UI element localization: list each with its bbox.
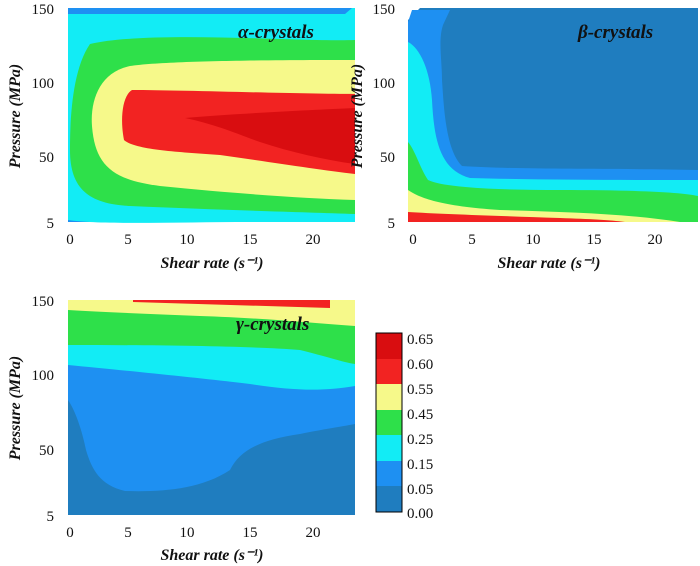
- gamma-region-c5: [133, 300, 330, 308]
- beta-region-c3: [408, 142, 698, 222]
- alpha-x-tick: 5: [124, 232, 132, 248]
- legend-level-label: 0.00: [407, 506, 433, 522]
- beta-region-c5: [408, 212, 625, 222]
- legend-level-label: 0.65: [407, 332, 433, 348]
- beta-x-axis-label: Shear rate (s⁻¹): [497, 255, 600, 272]
- gamma-x-axis-label: Shear rate (s⁻¹): [160, 547, 263, 564]
- gamma-y-tick: 150: [32, 294, 55, 310]
- legend-swatch: [376, 384, 402, 410]
- alpha-panel-title: α-crystals: [238, 22, 314, 43]
- alpha-y-tick: 100: [32, 76, 55, 92]
- gamma-x-tick: 20: [306, 525, 321, 541]
- legend-level-label: 0.05: [407, 482, 433, 498]
- legend-frame: [375, 332, 403, 513]
- gamma-panel-title: γ-crystals: [236, 314, 309, 335]
- legend-level-label: 0.60: [407, 357, 433, 373]
- legend-level-label: 0.25: [407, 432, 433, 448]
- legend-swatch: [376, 486, 402, 512]
- colorbar-legend: 0.65 0.60 0.55 0.45 0.25 0.15 0.05 0.00: [375, 332, 433, 522]
- alpha-x-tick: 0: [66, 232, 74, 248]
- beta-y-tick: 100: [373, 76, 396, 92]
- legend-swatch: [376, 333, 402, 359]
- panel-beta: [408, 8, 698, 222]
- beta-region-c1: [408, 10, 698, 222]
- legend-swatch: [376, 435, 402, 461]
- beta-region-c4: [408, 190, 680, 222]
- alpha-region-c6: [185, 108, 355, 164]
- alpha-y-axis-label: Pressure (MPa): [7, 64, 24, 169]
- beta-x-tick: 5: [468, 232, 476, 248]
- legend-level-label: 0.55: [407, 382, 433, 398]
- beta-x-tick: 20: [648, 232, 663, 248]
- gamma-x-tick: 15: [243, 525, 258, 541]
- alpha-x-tick: 15: [243, 232, 258, 248]
- gamma-y-axis-label: Pressure (MPa): [7, 356, 24, 461]
- alpha-y-tick: 150: [32, 2, 55, 18]
- gamma-x-tick: 5: [124, 525, 132, 541]
- alpha-x-tick: 20: [306, 232, 321, 248]
- alpha-x-axis-label: Shear rate (s⁻¹): [160, 255, 263, 272]
- gamma-x-tick: 10: [180, 525, 195, 541]
- panel-gamma: [68, 300, 355, 515]
- panel-alpha: [68, 8, 355, 223]
- legend-level-label: 0.45: [407, 407, 433, 423]
- beta-x-tick: 0: [409, 232, 417, 248]
- gamma-y-tick: 100: [32, 368, 55, 384]
- beta-panel-title: β-crystals: [577, 22, 653, 43]
- gamma-y-tick: 5: [47, 509, 55, 525]
- gamma-y-tick: 50: [39, 443, 54, 459]
- alpha-y-tick: 5: [47, 216, 55, 232]
- beta-y-tick: 5: [388, 216, 396, 232]
- gamma-x-tick: 0: [66, 525, 74, 541]
- legend-swatch: [376, 461, 402, 486]
- legend-swatch: [376, 359, 402, 384]
- alpha-x-tick: 10: [180, 232, 195, 248]
- beta-x-tick: 10: [526, 232, 541, 248]
- alpha-y-tick: 50: [39, 150, 54, 166]
- beta-y-axis-label: Pressure (MPa): [349, 64, 366, 169]
- beta-y-tick: 50: [380, 150, 395, 166]
- beta-x-tick: 15: [587, 232, 602, 248]
- legend-swatch: [376, 410, 402, 435]
- beta-y-tick: 150: [373, 2, 396, 18]
- legend-level-label: 0.15: [407, 457, 433, 473]
